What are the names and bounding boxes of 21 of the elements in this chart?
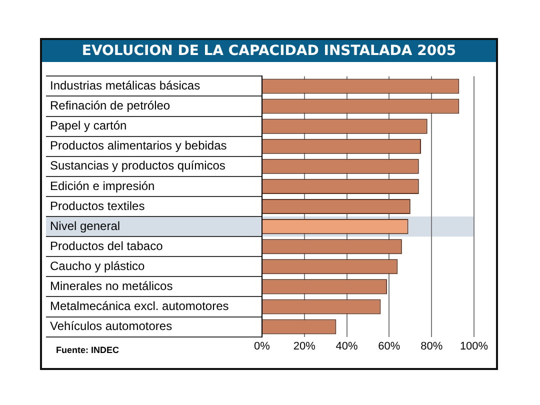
y-tick-label: Nivel general (50, 218, 120, 233)
y-tick-label: Productos textiles (50, 198, 145, 213)
x-tick-label: 100% (460, 340, 488, 352)
x-tick-label: 40% (336, 340, 358, 352)
y-tick-label: Productos del tabaco (50, 238, 164, 253)
y-tick-label: Productos alimentarios y bebidas (50, 138, 227, 153)
y-tick-label: Refinación de petróleo (50, 98, 170, 113)
x-tick-label: 0% (254, 340, 270, 352)
source-note: Fuente: INDEC (56, 345, 119, 355)
y-tick-label: Papel y cartón (50, 118, 127, 133)
y-tick-label: Metalmecánica excl. automotores (50, 299, 229, 314)
y-tick-label: Industrias metálicas básicas (50, 78, 200, 93)
chart-title: EVOLUCION DE LA CAPACIDAD INSTALADA 2005 (42, 40, 496, 62)
y-tick-label: Edición e impresión (50, 178, 155, 193)
y-tick-label: Caucho y plástico (50, 258, 146, 273)
x-tick-label: 80% (420, 340, 443, 352)
y-tick-label: Minerales no metálicos (50, 278, 173, 293)
x-tick-label: 20% (293, 340, 316, 352)
y-tick-label: Sustancias y productos químicos (50, 158, 226, 173)
x-tick-label: 60% (378, 340, 400, 352)
y-tick-label: Vehículos automotores (50, 319, 172, 334)
